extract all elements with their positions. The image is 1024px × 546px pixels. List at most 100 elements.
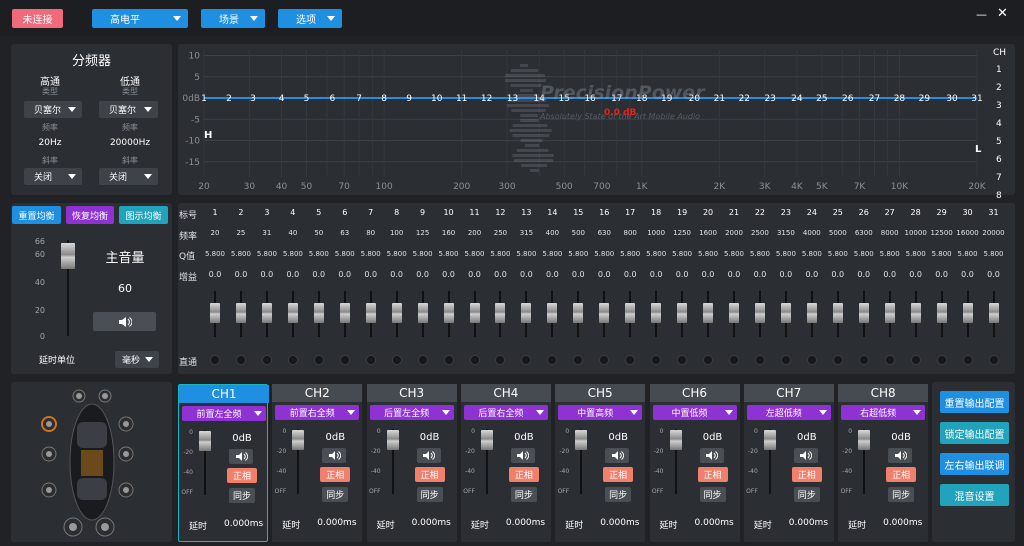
band-q-value[interactable]: 5.800 [723, 250, 745, 258]
band-gain-value[interactable]: 0.0 [208, 270, 222, 279]
channel-list-item[interactable]: 1 [996, 65, 1002, 75]
channel-assign-dropdown[interactable]: 中置低频 [652, 405, 737, 420]
channel-strip[interactable]: CH6 中置低频 0 -20 -40 OFF 0dB 正相 同步 延时 0.000ms [649, 384, 740, 542]
band-gain-slider[interactable] [703, 303, 714, 323]
channel-level-slider[interactable] [575, 430, 588, 450]
band-q-value[interactable]: 5.800 [438, 250, 459, 258]
band-bypass-toggle[interactable] [443, 355, 454, 365]
channel-delay-value[interactable]: 0.000ms [883, 518, 923, 528]
band-marker[interactable]: 26 [842, 94, 854, 104]
channel-level-slider[interactable] [386, 430, 399, 450]
band-gain-slider[interactable] [547, 303, 558, 323]
channel-list-item[interactable]: 4 [996, 119, 1002, 129]
band-marker[interactable]: 29 [919, 94, 931, 104]
channel-level-slider[interactable] [199, 431, 211, 451]
channel-phase-button[interactable]: 正相 [508, 467, 539, 482]
band-gain-slider[interactable] [754, 303, 765, 323]
channel-sync-button[interactable]: 同步 [699, 487, 726, 502]
band-gain-value[interactable]: 0.0 [857, 270, 871, 279]
band-gain-value[interactable]: 0.0 [779, 270, 793, 279]
channel-sync-button[interactable]: 同步 [793, 487, 820, 502]
band-gain-slider[interactable] [625, 303, 636, 323]
band-frequency[interactable]: 50 [314, 229, 324, 237]
channel-phase-button[interactable]: 正相 [791, 467, 822, 482]
highpass-marker[interactable]: H [204, 130, 213, 141]
channel-header[interactable]: CH3 [366, 384, 457, 402]
lowpass-marker[interactable]: L [975, 144, 982, 155]
channel-header[interactable]: CH5 [555, 384, 646, 402]
band-frequency[interactable]: 20 [210, 229, 220, 237]
band-marker[interactable]: 10 [431, 94, 443, 104]
master-volume-track[interactable] [67, 240, 69, 336]
channel-level-slider[interactable] [480, 430, 493, 450]
band-frequency[interactable]: 1600 [699, 229, 717, 237]
band-gain-value[interactable]: 0.0 [909, 270, 922, 279]
band-bypass-toggle[interactable] [365, 355, 376, 365]
speaker-icon[interactable] [118, 416, 134, 432]
band-marker[interactable]: 17 [611, 94, 622, 104]
band-gain-slider[interactable] [521, 303, 532, 323]
show-eq-button[interactable]: 图示均衡 [119, 206, 168, 224]
band-gain-value[interactable]: 0.0 [883, 270, 897, 279]
channel-delay-value[interactable]: 0.000ms [600, 518, 640, 528]
band-gain-value[interactable]: 0.0 [987, 270, 1000, 279]
band-frequency[interactable]: 500 [571, 229, 585, 237]
band-marker[interactable]: 9 [406, 94, 412, 104]
band-bypass-toggle[interactable] [599, 355, 610, 365]
band-bypass-toggle[interactable] [832, 355, 843, 365]
band-gain-slider[interactable] [339, 303, 350, 323]
channel-sync-button[interactable]: 同步 [416, 487, 443, 502]
channel-mute-button[interactable] [605, 448, 630, 463]
channel-delay-value[interactable]: 0.000ms [411, 518, 451, 528]
band-frequency[interactable]: 125 [415, 229, 430, 237]
band-marker[interactable]: 24 [791, 94, 803, 104]
band-gain-slider[interactable] [884, 303, 895, 323]
band-bypass-toggle[interactable] [806, 355, 817, 365]
band-bypass-toggle[interactable] [884, 355, 895, 365]
band-gain-value[interactable]: 0.0 [571, 270, 585, 279]
channel-strip[interactable]: CH5 中置高频 0 -20 -40 OFF 0dB 正相 同步 延时 0.000ms [555, 384, 646, 542]
channel-phase-button[interactable]: 正相 [227, 468, 257, 483]
band-q-value[interactable]: 5.800 [698, 250, 719, 258]
band-gain-value[interactable]: 0.0 [286, 270, 300, 279]
band-marker[interactable]: 27 [869, 94, 880, 104]
channel-list-item[interactable]: 8 [996, 191, 1002, 201]
channel-sync-button[interactable]: 同步 [510, 487, 537, 502]
channel-strip[interactable]: CH8 右超低频 0 -20 -40 OFF 0dB 正相 同步 延时 0.000ms [838, 384, 929, 542]
band-bypass-toggle[interactable] [780, 355, 791, 365]
band-marker[interactable]: 8 [381, 94, 387, 104]
channel-mute-button[interactable] [416, 448, 441, 463]
band-frequency[interactable]: 4000 [802, 229, 821, 237]
band-q-value[interactable]: 5.800 [568, 250, 589, 258]
band-frequency[interactable]: 630 [597, 229, 611, 237]
band-bypass-toggle[interactable] [495, 355, 506, 365]
band-bypass-toggle[interactable] [677, 355, 688, 365]
band-marker[interactable]: 28 [894, 94, 906, 104]
speaker-icon[interactable] [41, 482, 57, 498]
band-gain-slider[interactable] [988, 303, 999, 323]
highpass-slope-select[interactable]: 关闭 [24, 168, 82, 185]
band-q-value[interactable]: 5.800 [230, 250, 251, 258]
band-bypass-toggle[interactable] [339, 355, 350, 365]
band-gain-slider[interactable] [599, 303, 610, 323]
band-q-value[interactable]: 5.800 [620, 250, 641, 258]
band-gain-value[interactable]: 0.0 [597, 270, 611, 279]
channel-header[interactable]: CH4 [460, 384, 551, 402]
band-marker[interactable]: 3 [250, 94, 256, 104]
band-q-value[interactable]: 5.800 [905, 250, 926, 258]
band-bypass-toggle[interactable] [469, 355, 480, 365]
channel-phase-button[interactable]: 正相 [697, 467, 728, 482]
master-mute-button[interactable] [93, 312, 156, 331]
band-gain-value[interactable]: 0.0 [545, 270, 559, 279]
band-q-value[interactable]: 5.800 [801, 250, 822, 258]
band-q-value[interactable]: 5.800 [594, 250, 615, 258]
band-bypass-toggle[interactable] [391, 355, 402, 365]
speaker-icon[interactable] [41, 446, 57, 462]
channel-delay-value[interactable]: 0.000ms [788, 518, 829, 528]
band-q-value[interactable]: 5.800 [983, 250, 1004, 258]
channel-strip[interactable]: CH1 前置左全频 0 -20 -40 OFF 0dB 正相 同步 延时 0.000ms [178, 384, 269, 542]
band-q-value[interactable]: 5.800 [775, 250, 796, 258]
band-gain-slider[interactable] [469, 303, 480, 323]
channel-level-slider[interactable] [763, 430, 776, 450]
channel-level-track[interactable] [391, 429, 394, 494]
